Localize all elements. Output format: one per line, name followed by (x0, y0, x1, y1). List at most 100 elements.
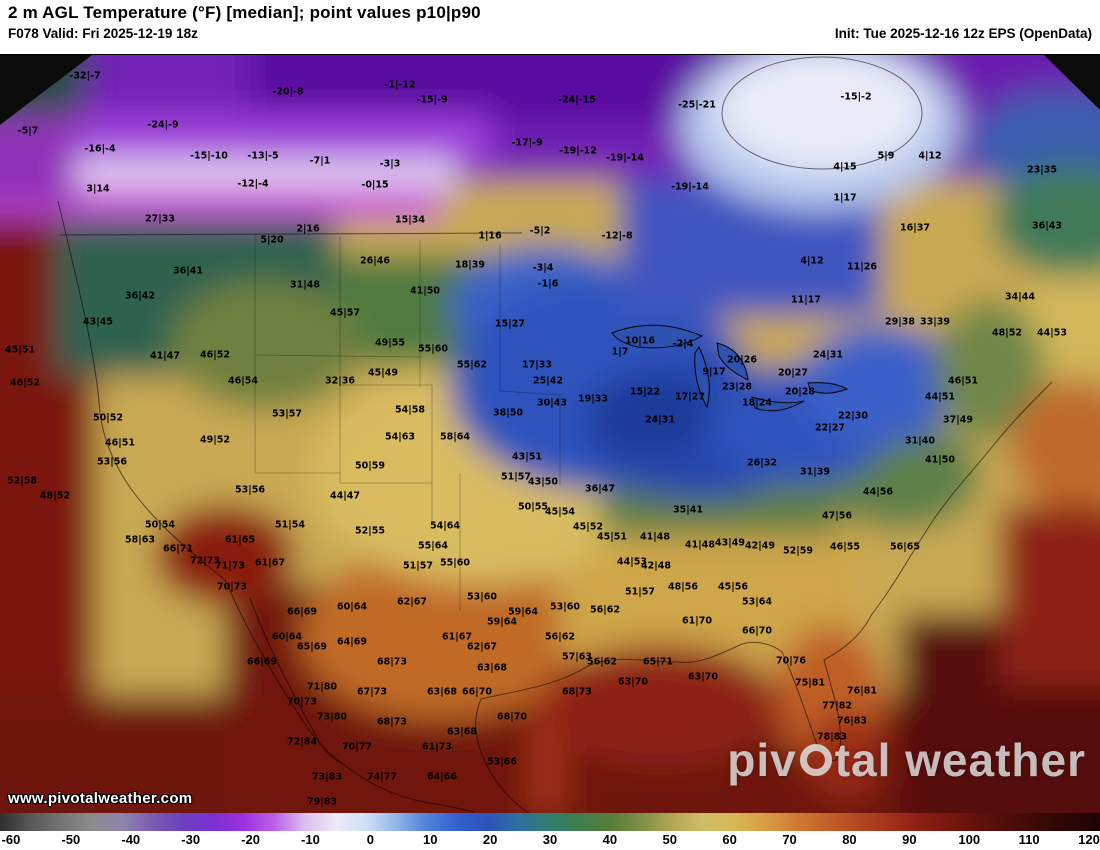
station-value: 44|56 (863, 486, 893, 498)
station-value: -16|-4 (84, 143, 116, 155)
station-value: 70|77 (342, 741, 372, 753)
station-value: -13|-5 (247, 150, 279, 162)
station-value: 55|60 (440, 557, 470, 569)
station-value: 11|26 (847, 261, 877, 273)
station-value: 51|57 (403, 560, 433, 572)
station-value: 31|48 (290, 279, 320, 291)
station-value: 73|80 (317, 711, 347, 723)
station-value: 64|69 (337, 636, 367, 648)
station-value: 52|58 (7, 475, 37, 487)
station-value: 56|65 (890, 541, 920, 553)
station-value: 44|47 (330, 490, 360, 502)
station-value: 26|32 (747, 457, 777, 469)
station-value: 61|67 (255, 557, 285, 569)
temperature-map: -32|-7 -20|-8 -1|-12 -15|-9 -24|-15 -25|-21 -1… (0, 54, 1100, 813)
station-value: 65|71 (643, 656, 673, 668)
colorbar-tick: 10 (422, 832, 438, 847)
station-value: 37|49 (943, 414, 973, 426)
colorbar-tick: 90 (902, 832, 917, 847)
station-value: 47|56 (822, 510, 852, 522)
station-value: 43|51 (512, 451, 542, 463)
station-value: 15|34 (395, 214, 425, 226)
station-value: -2|4 (672, 338, 694, 350)
station-value: 50|52 (93, 412, 123, 424)
station-value: 61|65 (225, 534, 255, 546)
station-value: 36|42 (125, 290, 155, 302)
station-value: -24|-9 (147, 119, 179, 131)
map-header: 2 m AGL Temperature (°F) [median]; point… (0, 0, 1100, 54)
station-value: 63|70 (618, 676, 648, 688)
station-value: 46|51 (948, 375, 978, 387)
colorbar-tick: -10 (301, 832, 320, 847)
station-value: 17|27 (675, 391, 705, 403)
station-value: -0|15 (361, 179, 389, 191)
station-value: -3|4 (532, 262, 554, 274)
station-value: 67|73 (357, 686, 387, 698)
station-value: 51|57 (625, 586, 655, 598)
colorbar-tick: -50 (61, 832, 81, 847)
station-value: 11|17 (791, 294, 821, 306)
station-value: -19|-14 (671, 181, 709, 193)
colorbar-tick: -20 (241, 832, 260, 847)
great-lakes (611, 324, 849, 412)
colorbar-tick: -40 (121, 832, 141, 847)
station-value: 66|71 (163, 543, 193, 555)
station-value: 23|35 (1027, 164, 1057, 176)
station-value: -12|-8 (601, 230, 633, 242)
station-value: 33|39 (920, 316, 950, 328)
station-value: -17|-9 (511, 137, 543, 149)
station-value: 76|81 (847, 685, 877, 697)
station-value: 4|15 (833, 161, 857, 173)
station-value: 31|40 (905, 435, 935, 447)
station-value: 45|51 (5, 344, 35, 356)
station-value: -3|3 (379, 158, 401, 170)
station-value: 42|48 (641, 560, 671, 572)
station-value: -7|1 (309, 155, 331, 167)
station-value: 54|64 (430, 520, 460, 532)
station-value: 68|70 (497, 711, 527, 723)
station-value: 20|26 (727, 354, 757, 366)
station-value: 56|62 (587, 656, 617, 668)
station-value: 44|53 (1037, 327, 1067, 339)
station-value: 68|73 (562, 686, 592, 698)
station-value: 59|64 (508, 606, 538, 618)
station-value: 58|63 (125, 534, 155, 546)
station-value: 70|76 (776, 655, 806, 667)
station-value: 41|48 (640, 531, 670, 543)
station-value: 54|63 (385, 431, 415, 443)
station-value: 27|33 (145, 213, 175, 225)
station-value: -24|-15 (558, 94, 596, 106)
station-value: 36|41 (173, 265, 203, 277)
station-value: -15|-10 (190, 150, 228, 162)
coastline-layer (57, 56, 1053, 813)
station-value: 43|50 (528, 476, 558, 488)
station-value: 17|33 (522, 359, 552, 371)
station-value: 72|84 (287, 736, 317, 748)
station-value: 34|44 (1005, 291, 1035, 303)
station-value: 78|83 (817, 731, 847, 743)
page-title: 2 m AGL Temperature (°F) [median]; point… (8, 3, 481, 22)
station-value: 52|59 (783, 545, 813, 557)
station-value: 41|50 (925, 454, 955, 466)
station-value: 65|69 (297, 641, 327, 653)
station-value: 16|37 (900, 222, 930, 234)
station-value: 41|48 (685, 539, 715, 551)
station-value: 45|54 (545, 506, 575, 518)
model-init-label: Init: Tue 2025-12-16 12z EPS (OpenData) (834, 26, 1092, 41)
station-value: 74|77 (367, 771, 397, 783)
station-value: 50|59 (355, 460, 385, 472)
station-value: 31|39 (800, 466, 830, 478)
station-value: -25|-21 (678, 99, 716, 111)
station-value: -15|-9 (416, 94, 448, 106)
station-value: 52|55 (355, 525, 385, 537)
station-value: 50|55 (518, 501, 548, 513)
station-value: 73|83 (312, 771, 342, 783)
station-value: 44|51 (925, 391, 955, 403)
station-value: 55|64 (418, 540, 448, 552)
station-value: 72|73 (190, 555, 220, 567)
station-value: 46|52 (200, 349, 230, 361)
station-value: 63|70 (688, 671, 718, 683)
station-value: -32|-7 (69, 70, 101, 82)
station-value: 53|60 (550, 601, 580, 613)
